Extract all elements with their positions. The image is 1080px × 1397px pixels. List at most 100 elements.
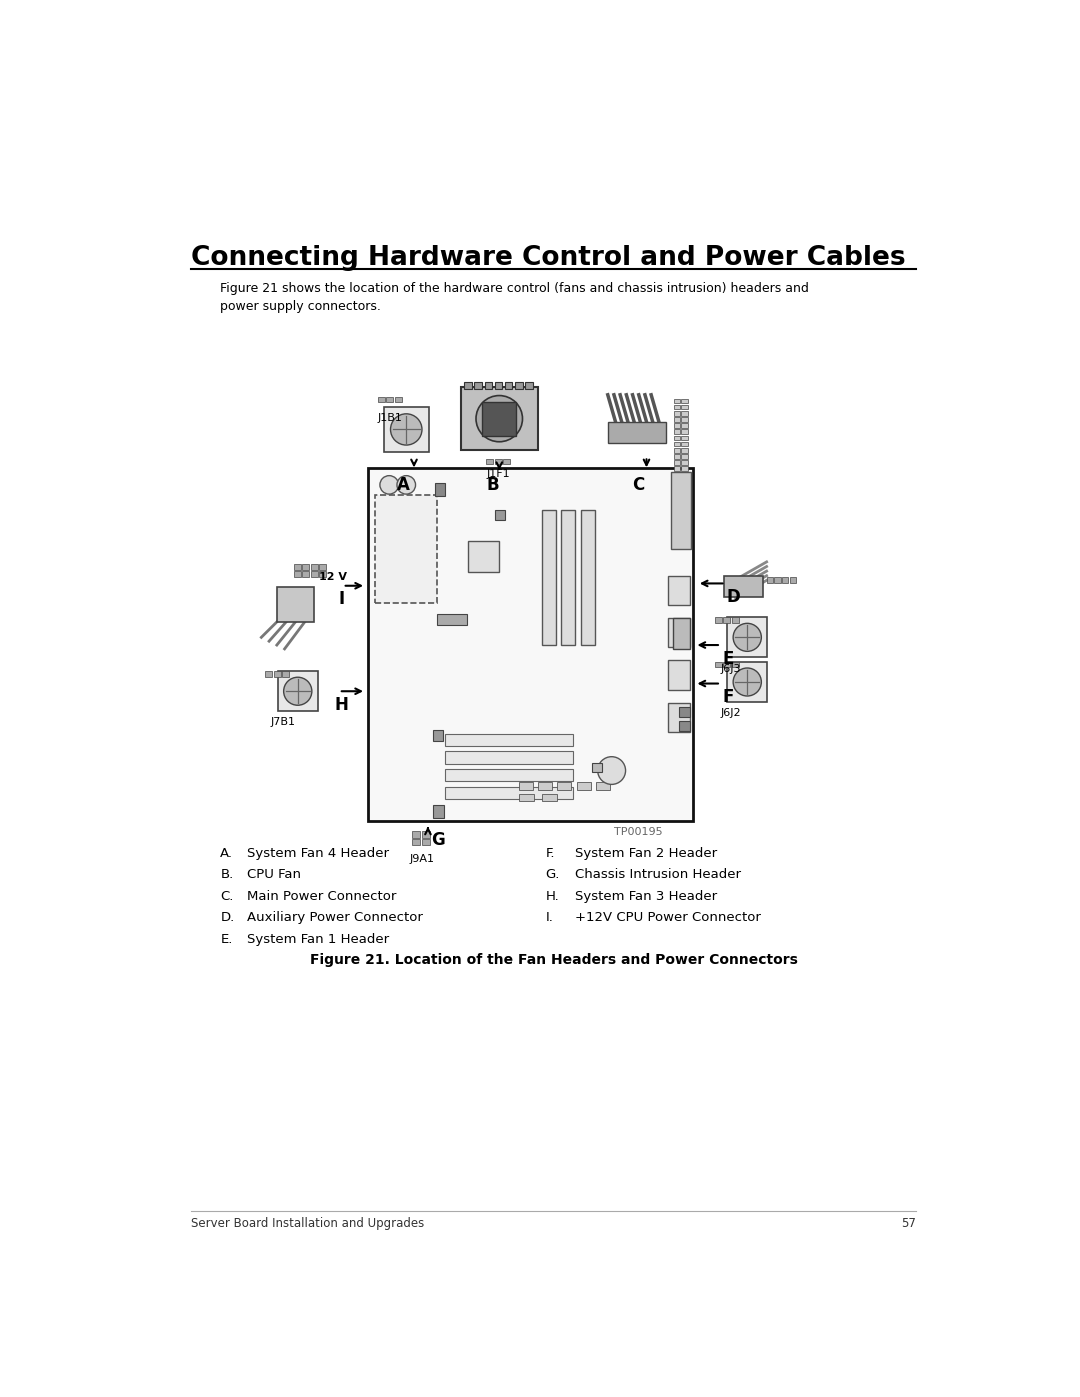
Bar [674, 454, 679, 458]
Bar [681, 405, 688, 409]
Bar [542, 510, 556, 645]
Bar [681, 460, 688, 465]
Bar [672, 472, 691, 549]
Text: Server Board Installation and Upgrades: Server Board Installation and Upgrades [191, 1217, 424, 1231]
Text: Figure 21 shows the location of the hardware control (fans and chassis intrusion: Figure 21 shows the location of the hard… [220, 282, 809, 313]
Text: H.: H. [545, 890, 559, 902]
Bar [294, 571, 301, 577]
Bar [302, 564, 309, 570]
Bar [378, 397, 384, 402]
Circle shape [733, 668, 761, 696]
Bar [394, 397, 402, 402]
Bar [724, 662, 730, 668]
Bar [674, 398, 679, 404]
Bar [266, 671, 272, 676]
Bar [674, 405, 679, 409]
Text: B: B [486, 475, 499, 493]
Bar [302, 571, 309, 577]
Text: Auxiliary Power Connector: Auxiliary Power Connector [247, 911, 423, 925]
Text: System Fan 2 Header: System Fan 2 Header [576, 847, 717, 859]
Text: B.: B. [220, 869, 233, 882]
Bar [669, 576, 690, 605]
Bar [435, 483, 445, 496]
Text: F: F [723, 689, 733, 705]
Text: D: D [727, 588, 740, 606]
Text: A: A [397, 475, 409, 493]
Bar [276, 587, 314, 622]
Text: J1F1: J1F1 [486, 469, 510, 479]
Bar [433, 805, 444, 817]
Bar [674, 460, 679, 465]
Text: J7B1: J7B1 [271, 718, 296, 728]
Bar [674, 423, 679, 427]
Bar [367, 468, 693, 820]
Bar [681, 411, 688, 415]
Bar [727, 617, 768, 658]
Bar [445, 733, 572, 746]
Bar [413, 840, 420, 845]
Bar [273, 671, 281, 676]
Bar [681, 423, 688, 427]
Bar [669, 617, 690, 647]
Bar [674, 467, 679, 471]
Bar [673, 617, 690, 648]
Bar [724, 576, 762, 598]
Bar [782, 577, 788, 583]
Bar [311, 564, 318, 570]
Bar [715, 662, 721, 668]
Bar [674, 441, 679, 447]
Bar [674, 448, 679, 453]
Bar [681, 418, 688, 422]
Bar [503, 458, 510, 464]
Bar [525, 381, 532, 388]
Text: G: G [431, 831, 445, 849]
Bar [445, 787, 572, 799]
Circle shape [284, 678, 312, 705]
Circle shape [380, 475, 399, 495]
Bar [681, 454, 688, 458]
Bar [669, 661, 690, 690]
Bar [732, 662, 739, 668]
Bar [504, 381, 512, 388]
Bar [681, 398, 688, 404]
Circle shape [476, 395, 523, 441]
Text: C: C [633, 475, 645, 493]
Bar [422, 840, 430, 845]
Bar [445, 768, 572, 781]
Bar [732, 617, 739, 623]
Bar [474, 381, 482, 388]
Bar [608, 422, 666, 443]
Bar [681, 448, 688, 453]
Bar [557, 782, 571, 789]
Bar [495, 458, 501, 464]
Text: J6J2: J6J2 [720, 708, 741, 718]
Bar [679, 721, 690, 731]
Text: CPU Fan: CPU Fan [247, 869, 301, 882]
Bar [767, 577, 773, 583]
Bar [515, 381, 523, 388]
Text: E.: E. [220, 933, 232, 946]
Bar [789, 577, 796, 583]
Text: A.: A. [220, 847, 233, 859]
Text: E: E [723, 650, 733, 668]
Text: I.: I. [545, 911, 554, 925]
Bar [774, 577, 781, 583]
Text: 12 V: 12 V [319, 571, 347, 583]
Text: H: H [335, 696, 349, 714]
Bar [542, 793, 557, 802]
Text: J9A1: J9A1 [409, 855, 434, 865]
Bar [464, 381, 472, 388]
Bar [433, 729, 444, 740]
Bar [724, 617, 730, 623]
Bar [674, 411, 679, 415]
Bar [681, 441, 688, 447]
Circle shape [733, 623, 761, 651]
Text: +12V CPU Power Connector: +12V CPU Power Connector [576, 911, 761, 925]
Bar [383, 407, 429, 451]
Bar [375, 495, 437, 602]
Bar [311, 571, 318, 577]
Bar [486, 458, 494, 464]
Text: Main Power Connector: Main Power Connector [247, 890, 396, 902]
Bar [596, 782, 610, 789]
Text: J1B1: J1B1 [378, 412, 403, 422]
